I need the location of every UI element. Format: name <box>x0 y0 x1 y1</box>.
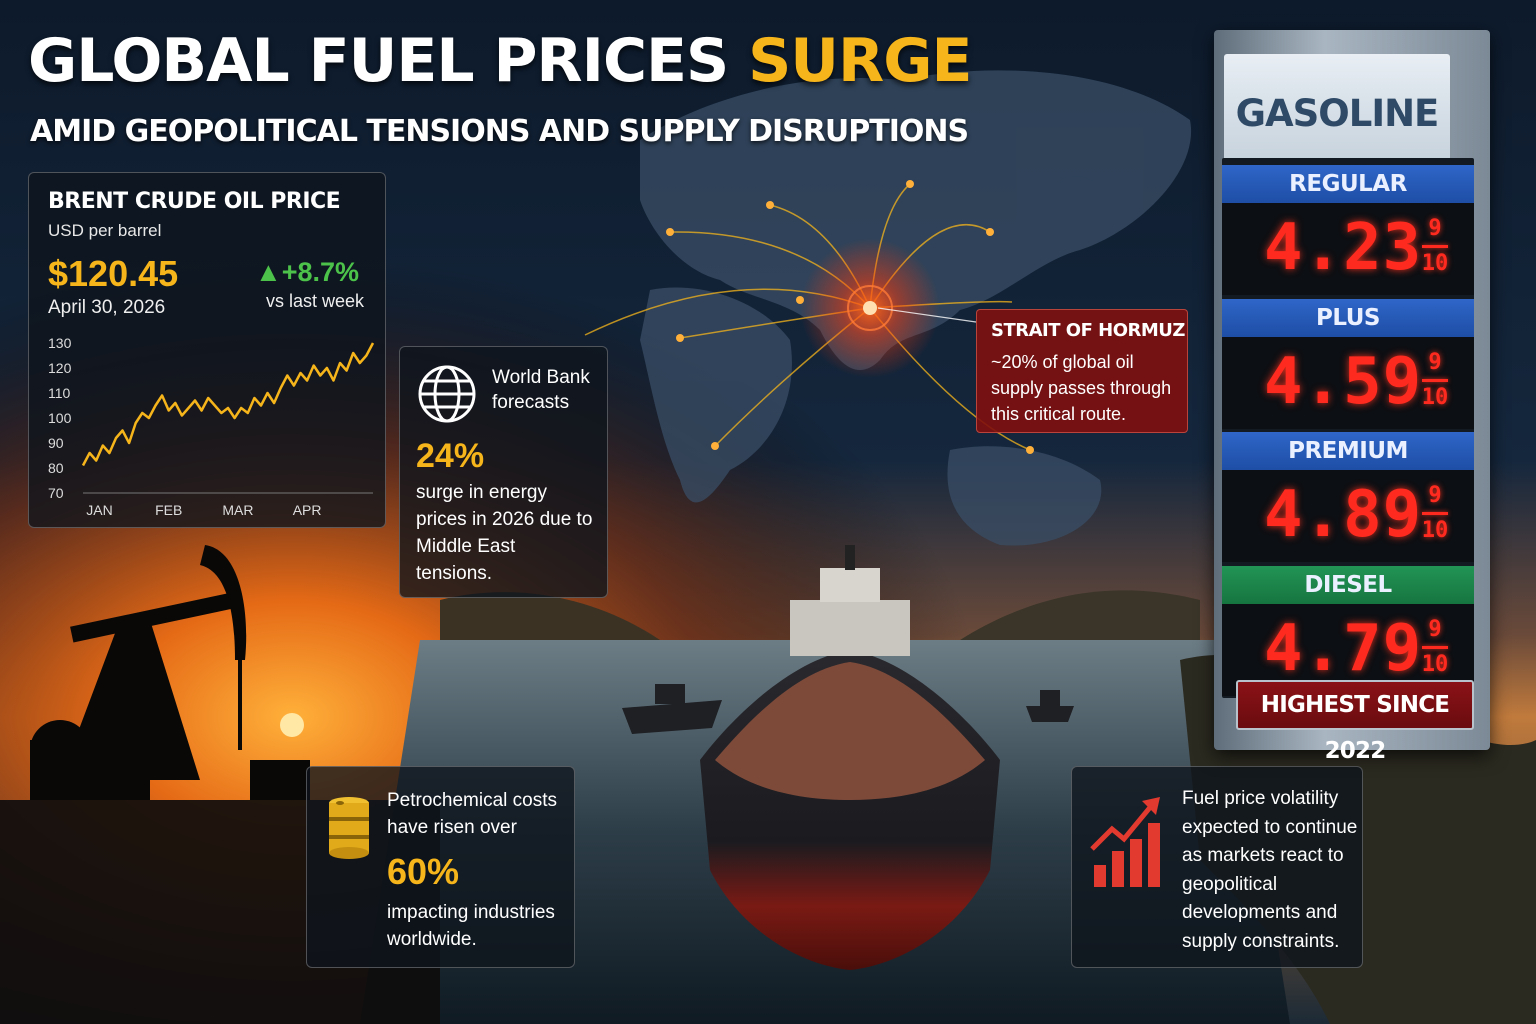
price-plus-fraction: 9 10 <box>1420 351 1450 410</box>
hormuz-title: STRAIT OF HORMUZ <box>991 320 1185 341</box>
y-tick-label: 120 <box>48 360 72 376</box>
world-bank-panel: World Bank forecasts 24% surge in energy… <box>399 346 608 598</box>
gas-price-sign: GASOLINE REGULAR 4.23 9 10 PLUS 4.59 9 10 … <box>1214 30 1490 764</box>
rising-bar-chart-icon <box>1090 797 1160 887</box>
x-tick-label: MAR <box>222 502 253 518</box>
subheadline: AMID GEOPOLITICAL TENSIONS AND SUPPLY DI… <box>30 114 969 149</box>
fraction-bar <box>1422 646 1448 649</box>
petro-desc-top: Petrochemical costs have risen over <box>387 790 558 838</box>
x-tick-label: APR <box>293 502 322 518</box>
fraction-bar <box>1422 512 1448 515</box>
petro-desc-bottom: impacting industries worldwide. <box>387 902 555 950</box>
x-tick-label: JAN <box>86 502 112 518</box>
petrochemical-panel: Petrochemical costs have risen over 60% … <box>306 766 575 968</box>
petro-value: 60% <box>387 851 460 892</box>
y-tick-label: 90 <box>48 435 64 451</box>
brent-price: $120.45 <box>48 253 179 294</box>
highest-since-banner: HIGHEST SINCE 2022 <box>1236 680 1474 764</box>
headline-accent: SURGE <box>748 26 972 96</box>
oil-barrel-icon <box>329 797 369 859</box>
brent-price-series-line <box>81 342 375 467</box>
grade-diesel-label: DIESEL <box>1222 566 1474 604</box>
grade-regular-label: REGULAR <box>1222 165 1474 203</box>
brent-date: April 30, 2026 <box>48 297 166 318</box>
price-regular-fraction: 9 10 <box>1420 217 1450 276</box>
fraction-numerator: 9 <box>1428 617 1442 642</box>
fraction-denominator: 10 <box>1421 251 1449 276</box>
hormuz-desc: ~20% of global oil supply passes through… <box>991 352 1172 424</box>
fraction-numerator: 9 <box>1428 350 1442 375</box>
brent-unit: USD per barrel <box>48 221 162 240</box>
fraction-bar <box>1422 245 1448 248</box>
x-tick-label: FEB <box>155 502 182 518</box>
price-diesel-fraction: 9 10 <box>1420 618 1450 677</box>
price-plus: 4.59 9 10 <box>1222 337 1474 429</box>
price-diesel-value: 4.79 <box>1264 612 1423 686</box>
grade-premium-label: PREMIUM <box>1222 432 1474 470</box>
price-plus-value: 4.59 <box>1264 345 1423 419</box>
world-bank-label: World Bank forecasts <box>492 367 590 413</box>
volatility-desc: Fuel price volatility expected to contin… <box>1182 788 1358 952</box>
grade-plus-label: PLUS <box>1222 299 1474 337</box>
y-tick-label: 80 <box>48 460 64 476</box>
world-bank-value: 24% <box>416 437 485 475</box>
fraction-bar <box>1422 379 1448 382</box>
fraction-denominator: 10 <box>1421 518 1449 543</box>
brent-change-note: vs last week <box>266 291 365 311</box>
y-tick-label: 130 <box>48 335 72 351</box>
up-triangle-icon: ▲ <box>255 257 282 287</box>
globe-icon <box>418 365 476 423</box>
fraction-numerator: 9 <box>1428 483 1442 508</box>
brent-price-panel: BRENT CRUDE OIL PRICE USD per barrel $12… <box>28 172 386 528</box>
volatility-panel: Fuel price volatility expected to contin… <box>1071 766 1363 968</box>
y-tick-label: 70 <box>48 485 64 501</box>
price-premium: 4.89 9 10 <box>1222 470 1474 562</box>
headline: GLOBAL FUEL PRICES SURGE <box>28 26 972 96</box>
price-premium-fraction: 9 10 <box>1420 484 1450 543</box>
price-regular: 4.23 9 10 <box>1222 203 1474 295</box>
sign-header: GASOLINE <box>1224 54 1450 164</box>
fraction-numerator: 9 <box>1428 216 1442 241</box>
price-regular-value: 4.23 <box>1264 211 1423 285</box>
headline-main: GLOBAL FUEL PRICES <box>28 26 729 96</box>
world-bank-desc: surge in energy prices in 2026 due to Mi… <box>416 482 593 584</box>
sign-header-label: GASOLINE <box>1235 92 1440 135</box>
hormuz-callout: STRAIT OF HORMUZ ~20% of global oil supp… <box>976 309 1188 433</box>
y-tick-label: 100 <box>48 410 72 426</box>
brent-title: BRENT CRUDE OIL PRICE <box>48 189 341 214</box>
fraction-denominator: 10 <box>1421 385 1449 410</box>
fraction-denominator: 10 <box>1421 652 1449 677</box>
y-tick-label: 110 <box>48 385 71 401</box>
brent-change: ▲+8.7% <box>255 257 359 288</box>
brent-line-chart: 130 120 110 100 90 80 70 JAN FEB MAR APR <box>48 335 375 518</box>
brent-change-value: +8.7% <box>281 257 360 287</box>
price-premium-value: 4.89 <box>1264 478 1423 552</box>
